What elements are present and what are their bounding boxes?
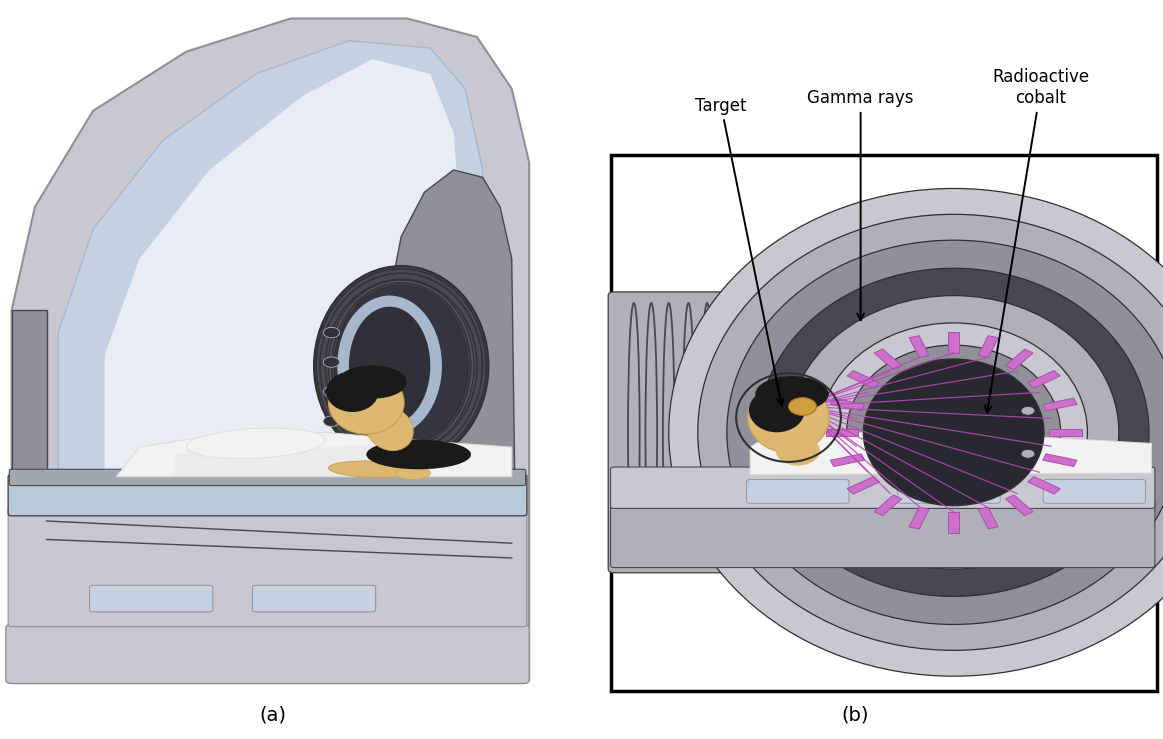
Circle shape	[1021, 406, 1035, 415]
Polygon shape	[12, 310, 47, 680]
Ellipse shape	[329, 461, 415, 477]
FancyBboxPatch shape	[1043, 480, 1146, 503]
Polygon shape	[830, 454, 864, 466]
Circle shape	[323, 357, 340, 367]
Ellipse shape	[349, 307, 430, 425]
Ellipse shape	[863, 359, 1044, 505]
FancyBboxPatch shape	[611, 467, 1155, 508]
Ellipse shape	[366, 440, 471, 469]
Circle shape	[1021, 449, 1035, 458]
Text: (a): (a)	[259, 705, 287, 724]
Polygon shape	[847, 370, 879, 388]
FancyBboxPatch shape	[252, 585, 376, 612]
Ellipse shape	[314, 266, 488, 466]
Polygon shape	[830, 398, 864, 411]
Text: Target: Target	[695, 97, 784, 405]
Polygon shape	[949, 332, 958, 353]
Circle shape	[789, 398, 816, 415]
Polygon shape	[750, 432, 1151, 474]
Ellipse shape	[789, 296, 1119, 569]
FancyBboxPatch shape	[8, 474, 527, 516]
Ellipse shape	[758, 268, 1149, 596]
Ellipse shape	[335, 285, 468, 446]
FancyBboxPatch shape	[8, 508, 527, 627]
Polygon shape	[847, 477, 879, 494]
FancyBboxPatch shape	[608, 292, 750, 573]
Polygon shape	[116, 432, 512, 477]
Ellipse shape	[395, 466, 430, 480]
Polygon shape	[105, 59, 459, 680]
Ellipse shape	[749, 388, 805, 432]
Ellipse shape	[820, 323, 1087, 542]
Polygon shape	[978, 507, 998, 529]
Ellipse shape	[756, 376, 828, 412]
Circle shape	[323, 327, 340, 338]
Ellipse shape	[698, 214, 1163, 650]
Ellipse shape	[328, 280, 475, 452]
FancyBboxPatch shape	[6, 624, 529, 684]
Polygon shape	[826, 429, 858, 436]
FancyBboxPatch shape	[611, 155, 1157, 691]
Polygon shape	[875, 349, 901, 370]
Polygon shape	[875, 495, 901, 516]
Polygon shape	[1028, 370, 1061, 388]
Ellipse shape	[337, 365, 407, 398]
Polygon shape	[1006, 495, 1033, 516]
Polygon shape	[1043, 454, 1077, 466]
Ellipse shape	[748, 383, 829, 452]
Ellipse shape	[669, 188, 1163, 676]
Ellipse shape	[186, 428, 326, 459]
FancyBboxPatch shape	[9, 469, 526, 486]
Text: Gamma rays: Gamma rays	[807, 89, 914, 320]
Polygon shape	[1028, 477, 1061, 494]
Circle shape	[323, 416, 340, 426]
FancyBboxPatch shape	[898, 480, 1000, 503]
Polygon shape	[58, 41, 483, 680]
Polygon shape	[390, 170, 518, 680]
Polygon shape	[949, 512, 958, 533]
Ellipse shape	[776, 436, 820, 466]
Text: (b): (b)	[841, 705, 869, 724]
Ellipse shape	[329, 371, 405, 435]
Ellipse shape	[326, 371, 379, 412]
Ellipse shape	[727, 240, 1163, 624]
Ellipse shape	[847, 345, 1061, 520]
FancyBboxPatch shape	[90, 585, 213, 612]
Circle shape	[323, 386, 340, 397]
Polygon shape	[978, 336, 998, 358]
Polygon shape	[909, 336, 929, 358]
Ellipse shape	[331, 282, 471, 449]
FancyBboxPatch shape	[611, 500, 1155, 568]
Polygon shape	[1043, 398, 1077, 411]
Polygon shape	[1049, 429, 1082, 436]
Polygon shape	[1006, 349, 1033, 370]
Polygon shape	[909, 507, 929, 529]
Text: Radioactive
cobalt: Radioactive cobalt	[985, 68, 1090, 412]
FancyBboxPatch shape	[747, 480, 849, 503]
Ellipse shape	[366, 406, 413, 451]
Polygon shape	[12, 18, 529, 680]
Ellipse shape	[337, 296, 442, 436]
